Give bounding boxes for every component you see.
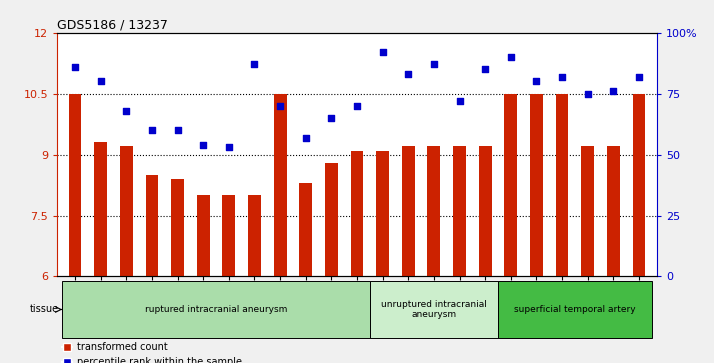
Point [479, 66, 491, 72]
Point [121, 108, 132, 114]
Legend: transformed count, percentile rank within the sample: transformed count, percentile rank withi… [62, 342, 241, 363]
Bar [299, 183, 312, 277]
Bar [498, 281, 652, 338]
Bar [607, 146, 620, 277]
Point [633, 74, 645, 79]
Bar [530, 94, 543, 277]
Point [454, 98, 466, 104]
Bar [376, 151, 389, 277]
Bar [633, 94, 645, 277]
Bar [581, 146, 594, 277]
Point [582, 91, 593, 97]
Text: GDS5186 / 13237: GDS5186 / 13237 [57, 19, 168, 32]
Text: ruptured intracranial aneurysm: ruptured intracranial aneurysm [145, 305, 287, 314]
Point [326, 115, 337, 121]
Point [428, 61, 440, 67]
Bar [273, 94, 286, 277]
Bar [94, 142, 107, 277]
Point [248, 61, 260, 67]
Point [556, 74, 568, 79]
Point [172, 127, 183, 133]
Point [223, 144, 235, 150]
Text: tissue: tissue [29, 305, 59, 314]
Point [377, 49, 388, 55]
Bar [428, 146, 441, 277]
Bar [146, 175, 159, 277]
Bar [325, 163, 338, 277]
Bar [351, 151, 363, 277]
Bar [223, 195, 235, 277]
Point [198, 142, 209, 148]
Point [146, 127, 158, 133]
Point [300, 135, 311, 140]
Bar [248, 195, 261, 277]
Bar [370, 281, 498, 338]
Bar [69, 94, 81, 277]
Point [531, 78, 542, 84]
Point [95, 78, 106, 84]
Bar [171, 179, 184, 277]
Point [505, 54, 516, 60]
Text: superficial temporal artery: superficial temporal artery [514, 305, 635, 314]
Bar [62, 281, 370, 338]
Bar [479, 146, 491, 277]
Point [351, 103, 363, 109]
Point [403, 71, 414, 77]
Bar [555, 94, 568, 277]
Bar [120, 146, 133, 277]
Point [608, 88, 619, 94]
Bar [453, 146, 466, 277]
Bar [402, 146, 415, 277]
Point [274, 103, 286, 109]
Bar [197, 195, 210, 277]
Text: unruptured intracranial
aneurysm: unruptured intracranial aneurysm [381, 300, 487, 319]
Bar [504, 94, 517, 277]
Point [69, 64, 81, 70]
